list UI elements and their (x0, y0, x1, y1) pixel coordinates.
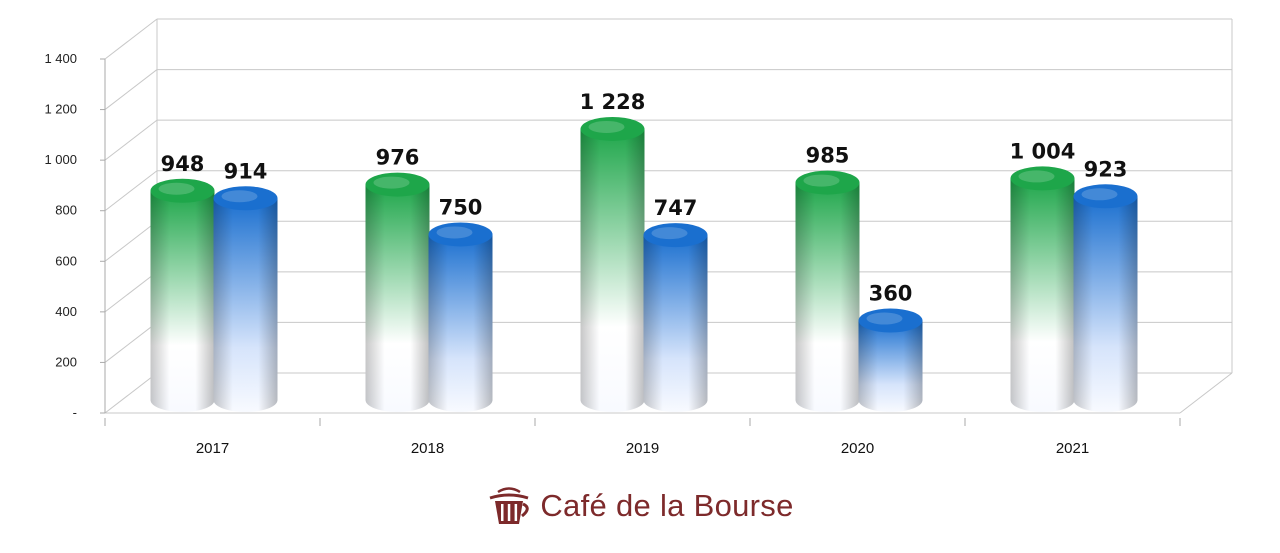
value-label: 360 (869, 282, 913, 306)
bar-2021-series-1 (1010, 166, 1075, 413)
value-labels: 948 914 976 750 1 228 747 985 360 1 004 923 (161, 90, 1128, 306)
value-label: 976 (376, 146, 420, 170)
bar-top-highlight (1081, 188, 1118, 201)
x-tick-label: 2020 (841, 440, 874, 457)
bar-top (213, 186, 278, 211)
bar-2017-series-1 (150, 178, 215, 413)
bar-2020-series-2 (858, 308, 923, 413)
gridline-diagonal (104, 220, 158, 262)
y-tick-label: 1 200 (44, 102, 77, 117)
y-tick-label: 1 000 (44, 152, 77, 167)
y-tick-label: - (73, 405, 77, 420)
x-tick-label: 2021 (1056, 440, 1089, 457)
bar-top (428, 222, 493, 247)
brand-logo: Café de la Bourse (0, 484, 1280, 528)
gridline-diagonal (104, 372, 158, 414)
bar-top (643, 223, 708, 248)
bar-shading (580, 128, 645, 413)
bar-top-highlight (436, 226, 473, 239)
bar-top (1010, 166, 1075, 191)
bar-2018-series-2 (428, 222, 493, 413)
bar-2019-series-1 (580, 116, 645, 413)
gridline-diagonal (104, 119, 158, 161)
cup-icon (489, 487, 530, 524)
bar-shading (1010, 178, 1075, 413)
bar-top-highlight (373, 176, 410, 189)
bar-top-highlight (651, 227, 688, 240)
bar-top (150, 178, 215, 203)
floor-edge-diagonal (1179, 372, 1233, 414)
y-tick-label: 800 (55, 203, 77, 218)
y-tick-label: 400 (55, 304, 77, 319)
bar-top (580, 116, 645, 141)
value-label: 1 228 (580, 90, 646, 114)
bar-top-highlight (866, 312, 903, 325)
bar-shading (428, 234, 493, 413)
bar-2019-series-2 (643, 223, 708, 413)
gridline-diagonal (104, 271, 158, 313)
axes: - 200 400 600 800 1 000 1 200 1 400 2017 2018 2019… (44, 51, 1181, 457)
gridline-diagonal (104, 322, 158, 363)
value-label: 750 (439, 195, 483, 219)
bar-shading (795, 182, 860, 413)
value-label: 1 004 (1010, 139, 1076, 163)
bar-2021-series-2 (1073, 184, 1138, 413)
bar-shading (365, 184, 430, 413)
bar-top-highlight (221, 190, 258, 203)
bar-top (365, 172, 430, 197)
bar-2020-series-1 (795, 170, 860, 413)
y-tick-label: 1 400 (44, 51, 77, 66)
y-tick-label: 600 (55, 253, 77, 268)
value-label: 948 (161, 152, 205, 176)
gridline-diagonal (104, 69, 158, 110)
value-label: 985 (806, 144, 850, 168)
x-tick-label: 2017 (196, 440, 229, 457)
bar-top (858, 308, 923, 333)
value-label: 747 (654, 196, 698, 220)
bar-shading (150, 190, 215, 413)
value-label: 923 (1084, 157, 1128, 181)
bar-top (795, 170, 860, 195)
bar-top-highlight (588, 120, 625, 133)
bar-top-highlight (1018, 170, 1055, 183)
x-tick-label: 2018 (411, 440, 444, 457)
gridline-diagonal (104, 18, 158, 60)
cylinder-bar-chart: - 200 400 600 800 1 000 1 200 1 400 2017 2018 2019… (44, 18, 1233, 457)
y-tick-label: 200 (55, 354, 77, 369)
bar-shading (643, 235, 708, 413)
bar-shading (213, 198, 278, 413)
bar-shading (1073, 196, 1138, 413)
bar-top-highlight (158, 182, 195, 195)
bars (150, 116, 1138, 413)
value-label: 914 (224, 159, 268, 183)
bar-2017-series-2 (213, 186, 278, 413)
brand-name: Café de la Bourse (540, 488, 794, 523)
gridline-diagonal (104, 170, 158, 212)
bar-top (1073, 184, 1138, 209)
x-tick-label: 2019 (626, 440, 659, 457)
bar-2018-series-1 (365, 172, 430, 413)
bar-shading (858, 320, 923, 413)
bar-top-highlight (803, 174, 840, 187)
